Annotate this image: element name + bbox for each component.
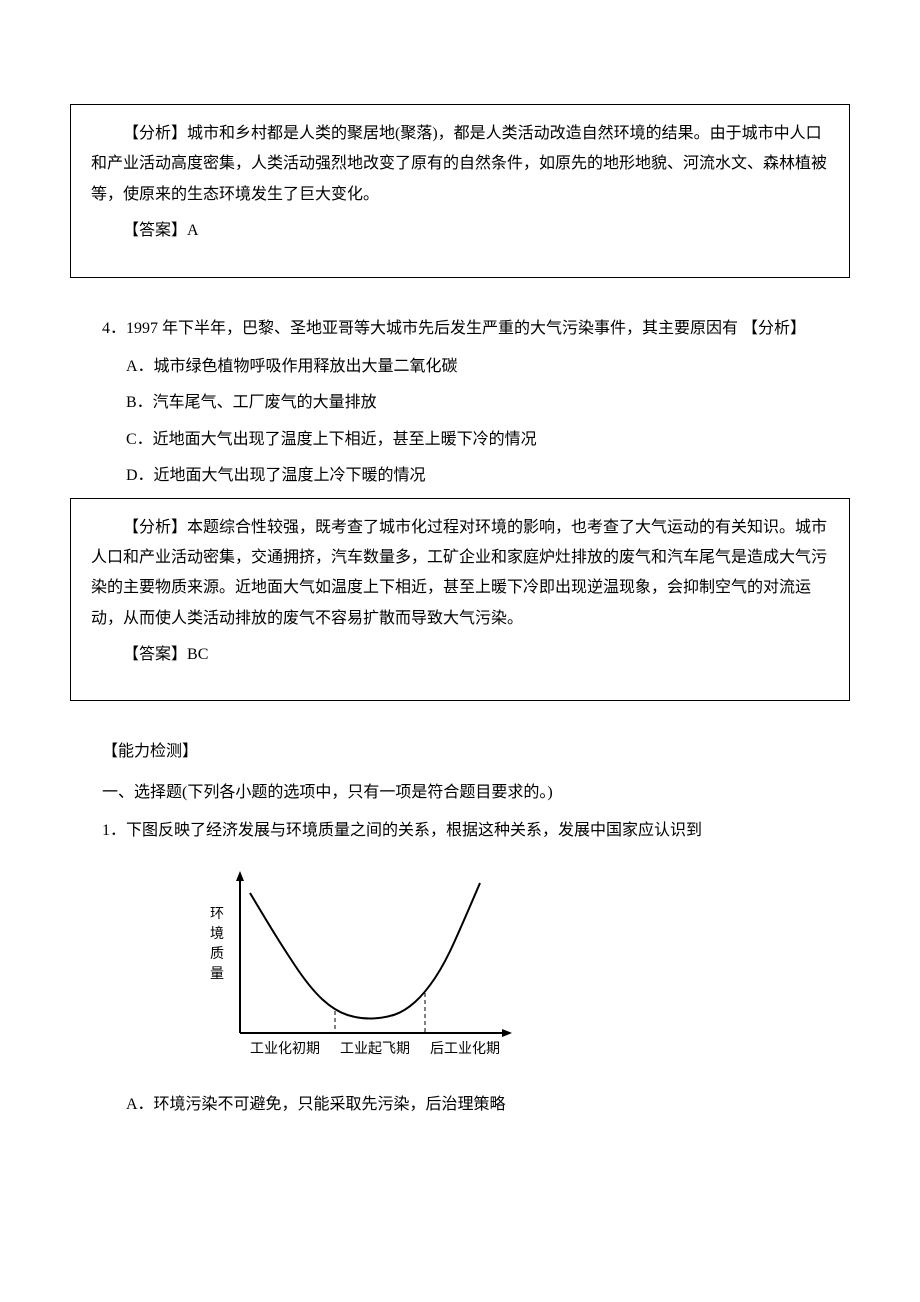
- q4-option-d: D．近地面大气出现了温度上冷下暖的情况: [94, 461, 850, 491]
- svg-text:工业化初期: 工业化初期: [250, 1040, 320, 1057]
- answer-value: BC: [187, 646, 208, 663]
- analysis-3-text: 【分析】城市和乡村都是人类的聚居地(聚落)，都是人类活动改造自然环境的结果。由于…: [91, 119, 829, 210]
- q1-stem: 1．下图反映了经济发展与环境质量之间的关系，根据这种关系，发展中国家应认识到: [70, 816, 850, 846]
- analysis-body: 城市和乡村都是人类的聚居地(聚落)，都是人类活动改造自然环境的结果。由于城市中人…: [91, 125, 827, 203]
- env-quality-chart: 环境质量工业化初期 工业起飞期 后工业化期: [180, 863, 850, 1074]
- q4-stem: 4．1997 年下半年，巴黎、圣地亚哥等大城市先后发生严重的大气污染事件，其主要…: [70, 314, 850, 344]
- ability-heading: 【能力检测】: [70, 737, 850, 767]
- answer-4: 【答案】BC: [91, 640, 829, 670]
- svg-text:量: 量: [210, 966, 224, 982]
- analysis-box-3: 【分析】城市和乡村都是人类的聚居地(聚落)，都是人类活动改造自然环境的结果。由于…: [70, 104, 850, 278]
- svg-text:质: 质: [210, 946, 224, 962]
- analysis-box-4: 【分析】本题综合性较强，既考查了城市化过程对环境的影响，也考查了大气运动的有关知…: [70, 498, 850, 702]
- analysis-body: 本题综合性较强，既考查了城市化过程对环境的影响，也考查了大气运动的有关知识。城市…: [91, 519, 827, 627]
- answer-value: A: [187, 222, 199, 239]
- ability-part1: 一、选择题(下列各小题的选项中，只有一项是符合题目要求的。): [70, 778, 850, 808]
- q4-option-b: B．汽车尾气、工厂废气的大量排放: [94, 388, 850, 418]
- answer-label: 【答案】: [123, 222, 187, 239]
- analysis-label: 【分析】: [123, 125, 187, 142]
- svg-text:后工业化期: 后工业化期: [430, 1041, 500, 1057]
- svg-text:环: 环: [210, 907, 224, 922]
- q4-option-c: C．近地面大气出现了温度上下相近，甚至上暖下冷的情况: [94, 425, 850, 455]
- q1-option-a: A．环境污染不可避免，只能采取先污染，后治理策略: [94, 1090, 850, 1120]
- q4-option-a: A．城市绿色植物呼吸作用释放出大量二氧化碳: [94, 352, 850, 382]
- chart-svg: 环境质量工业化初期 工业起飞期 后工业化期: [180, 863, 520, 1063]
- answer-3: 【答案】A: [91, 216, 829, 246]
- analysis-label: 【分析】: [123, 519, 187, 536]
- svg-text:工业起飞期: 工业起飞期: [340, 1041, 410, 1057]
- svg-text:境: 境: [210, 926, 224, 942]
- answer-label: 【答案】: [123, 646, 187, 663]
- analysis-4-text: 【分析】本题综合性较强，既考查了城市化过程对环境的影响，也考查了大气运动的有关知…: [91, 513, 829, 635]
